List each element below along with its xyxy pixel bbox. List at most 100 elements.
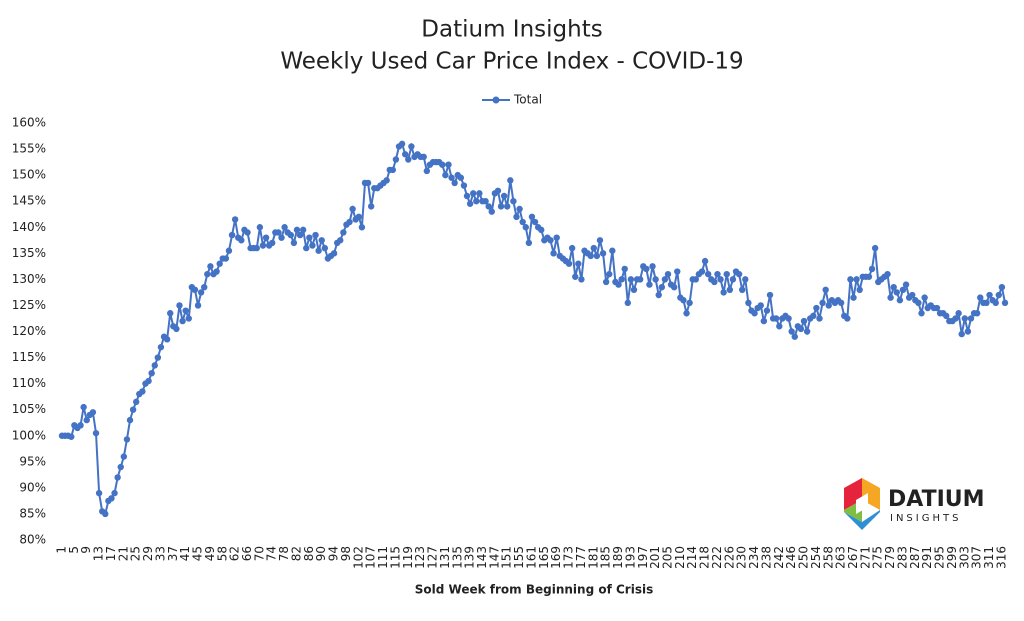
data-point [201,283,208,291]
data-point [670,283,678,291]
data-point [476,190,483,197]
data-point [423,167,431,175]
data-point [652,276,659,283]
data-point [318,237,325,244]
data-point [504,203,511,210]
data-point [692,276,700,283]
data-point [497,203,505,210]
data-point [108,495,115,502]
data-point [528,213,536,221]
y-tick-label: 140% [12,220,46,234]
data-point [253,244,260,252]
data-point [120,453,128,460]
data-point [299,226,307,234]
x-tick-label: 86 [302,546,316,561]
data-point [958,330,965,338]
data-point [822,286,829,293]
x-tick-label: 115 [388,546,402,569]
logo-tagline: INSIGHTS [890,513,961,524]
data-point [176,302,183,309]
data-point [222,255,230,262]
data-point [683,310,690,317]
x-tick-label: 316 [994,546,1008,569]
x-tick-label: 127 [426,546,440,569]
data-point [992,299,999,307]
data-point [627,276,635,283]
data-point [816,315,823,322]
data-point [998,283,1006,291]
data-point [797,325,805,333]
x-tick-label: 17 [104,546,118,561]
data-point [117,463,124,471]
logo: DATIUM INSIGHTS [844,478,985,530]
data-point [578,276,585,283]
data-point [649,263,656,270]
data-point [439,161,446,168]
x-axis-title: Sold Week from Beginning of Crisis [415,583,653,597]
data-point [191,286,199,293]
x-tick-label: 49 [203,546,217,561]
x-tick-label: 242 [772,546,786,569]
data-point [723,270,730,278]
legend-marker [492,96,500,104]
data-point [516,205,523,213]
data-point [918,310,925,317]
y-tick-label: 80% [19,533,46,547]
x-tick-label: 169 [549,546,563,569]
data-point [636,276,644,283]
data-point [760,317,768,325]
data-point [698,268,706,275]
x-tick-label: 283 [895,546,909,569]
data-point [460,182,468,189]
data-point [296,231,304,239]
x-tick-label: 210 [673,546,687,569]
data-point [1001,299,1009,307]
data-point [902,281,910,288]
data-point [358,224,366,231]
data-point [735,270,743,278]
data-point [602,278,610,286]
x-tick-label: 226 [722,546,736,569]
data-point [473,197,480,205]
data-point [596,237,604,244]
x-tick-label: 13 [92,546,106,561]
data-point [531,218,539,226]
x-tick-label: 119 [401,546,415,569]
x-tick-label: 185 [599,546,613,569]
x-tick-label: 311 [982,546,996,569]
data-point [197,289,205,296]
x-tick-label: 135 [450,546,464,569]
data-point [290,239,298,247]
x-tick-label: 25 [129,546,143,561]
data-point [389,166,397,174]
data-point [729,276,737,283]
x-tick-label: 275 [871,546,885,569]
data-point [405,156,412,163]
data-point [488,208,495,215]
data-point [315,247,322,254]
data-point [139,388,146,395]
x-tick-label: 37 [166,546,180,561]
x-tick-label: 111 [376,546,390,569]
data-point [599,250,607,257]
y-tick-label: 95% [19,454,46,468]
data-point [865,273,873,280]
x-tick-label: 173 [562,546,576,569]
logo-shape [844,510,880,530]
x-tick-label: 218 [698,546,712,569]
data-point [575,260,582,267]
data-point [293,226,301,234]
data-point [278,234,285,241]
data-point [921,294,928,301]
data-point [609,247,616,254]
x-tick-label: 214 [685,546,699,569]
data-point [466,200,474,207]
data-point [244,229,251,236]
data-point [507,177,514,184]
x-tick-label: 271 [858,546,872,569]
data-point [995,291,1003,299]
data-point [757,302,764,309]
data-point [312,231,319,239]
data-point [890,283,897,291]
data-point [587,252,594,260]
